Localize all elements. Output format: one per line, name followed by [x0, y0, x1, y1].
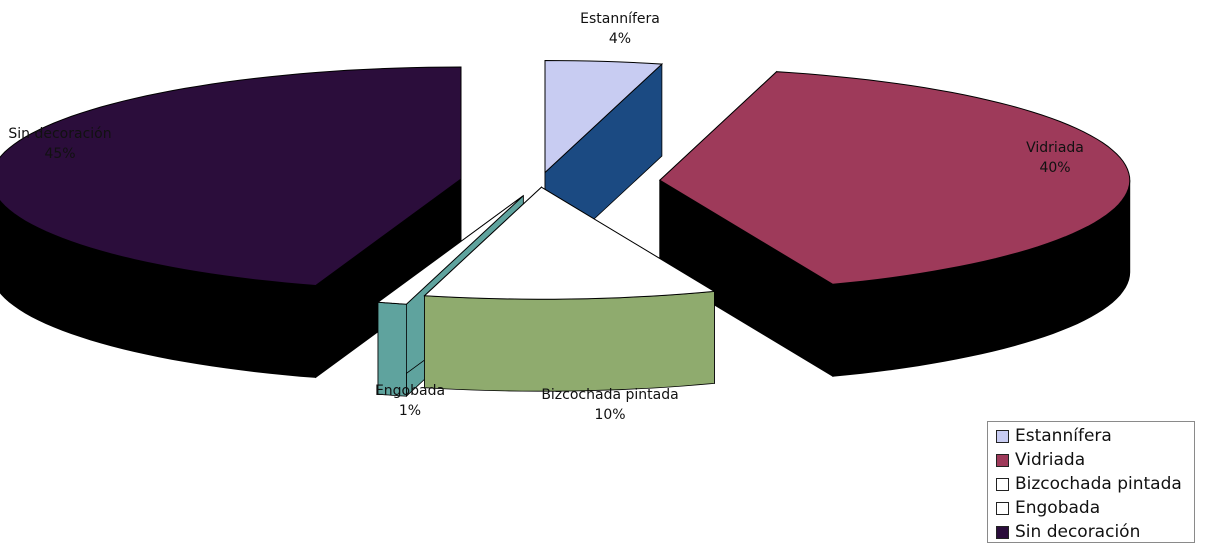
legend-swatch: [996, 502, 1009, 515]
label-bizcochada: Bizcochada pintada 10%: [530, 385, 690, 425]
legend-item-label: Vidriada: [1015, 450, 1085, 470]
slice-bizcochada-pintada-outer-wall: [425, 291, 715, 391]
label-sin-decoracion-value: 45%: [0, 144, 120, 164]
legend-item-label: Estannífera: [1015, 426, 1112, 446]
legend-item: Vidriada: [996, 448, 1188, 472]
legend-swatch: [996, 454, 1009, 467]
label-bizcochada-name: Bizcochada pintada: [530, 385, 690, 405]
legend-item: Engobada: [996, 496, 1188, 520]
legend-swatch: [996, 478, 1009, 491]
label-bizcochada-value: 10%: [530, 405, 690, 425]
legend-item: Estannífera: [996, 424, 1188, 448]
label-sin-decoracion-name: Sin decoración: [0, 124, 120, 144]
legend-swatch: [996, 430, 1009, 443]
slice-vidriada: [660, 72, 1130, 377]
legend-item: Bizcochada pintada: [996, 472, 1188, 496]
label-vidriada: Vidriada 40%: [1010, 138, 1100, 178]
label-engobada: Engobada 1%: [365, 381, 455, 421]
label-engobada-name: Engobada: [365, 381, 455, 401]
label-vidriada-name: Vidriada: [1010, 138, 1100, 158]
label-estannifera-value: 4%: [575, 29, 665, 49]
legend-item: Sin decoración: [996, 520, 1188, 544]
label-estannifera: Estannífera 4%: [575, 9, 665, 49]
legend: Estannífera Vidriada Bizcochada pintada …: [987, 421, 1195, 543]
legend-swatch: [996, 526, 1009, 539]
label-sin-decoracion: Sin decoración 45%: [0, 124, 120, 164]
label-vidriada-value: 40%: [1010, 158, 1100, 178]
label-engobada-value: 1%: [365, 401, 455, 421]
legend-item-label: Bizcochada pintada: [1015, 474, 1182, 494]
legend-item-label: Sin decoración: [1015, 522, 1140, 542]
legend-item-label: Engobada: [1015, 498, 1100, 518]
label-estannifera-name: Estannífera: [575, 9, 665, 29]
